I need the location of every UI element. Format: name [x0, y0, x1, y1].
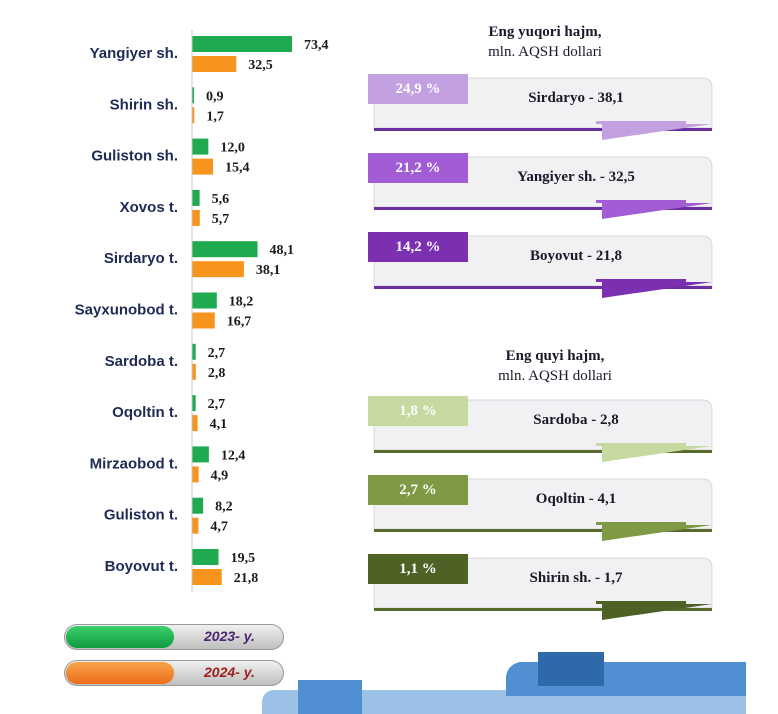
bar-2023 — [192, 241, 258, 258]
data-label: 38,1 — [256, 263, 280, 278]
decor-block-right — [538, 652, 604, 686]
bar-2024 — [192, 312, 215, 329]
bar-2023 — [192, 343, 196, 360]
bottom-panel-heading: Eng quyi hajm, — [505, 348, 605, 364]
bar-2023 — [192, 189, 200, 206]
data-label: 48,1 — [270, 243, 295, 258]
category-label: Shirin sh. — [110, 96, 178, 113]
card-percent: 1,1 % — [399, 560, 437, 577]
bar-2023 — [192, 138, 209, 155]
card-shape — [368, 153, 713, 219]
data-label: 2,8 — [208, 366, 226, 381]
bar-2024 — [192, 209, 200, 226]
card-district-value: Boyovut - 21,8 — [529, 248, 623, 264]
category-label: Sardoba t. — [105, 353, 178, 370]
bar-2023 — [192, 87, 194, 104]
bar-2023 — [192, 292, 217, 309]
data-label: 8,2 — [215, 500, 233, 515]
bar-2024 — [192, 158, 213, 175]
data-label: 0,9 — [206, 89, 224, 104]
bottom-panel-title: Eng quyi hajm, mln. AQSH dollari — [450, 346, 660, 386]
category-label: Xovos t. — [120, 199, 178, 216]
bar-2023 — [192, 446, 209, 463]
category-label: Guliston sh. — [91, 148, 178, 165]
data-label: 21,8 — [234, 571, 258, 586]
ranking-card: 21,2 % Yangiyer sh. - 32,5 — [366, 153, 716, 221]
data-label: 73,4 — [304, 38, 329, 53]
data-label: 5,7 — [212, 212, 230, 227]
bar-2023 — [192, 549, 219, 565]
legend-label-2023: 2023- y. — [204, 628, 255, 644]
card-district-value: Sirdaryo - 38,1 — [528, 90, 624, 106]
data-label: 32,5 — [248, 58, 273, 73]
data-label: 4,1 — [210, 417, 228, 432]
legend-item-2024: 2024- y. — [64, 660, 284, 686]
data-label: 4,7 — [210, 520, 228, 535]
legend-swatch-2023 — [66, 626, 174, 648]
data-label: 12,0 — [220, 141, 245, 156]
bar-2024 — [192, 56, 237, 72]
bar-chart: Yangiyer sh. 73,4 32,5 Shirin sh. 0,9 1,7 Guli… — [75, 30, 329, 592]
data-label: 18,2 — [229, 295, 254, 310]
ranking-card: 1,8 % Sardoba - 2,8 — [366, 396, 716, 464]
bottom-panel-unit: mln. AQSH dollari — [498, 368, 612, 384]
top-panel-heading: Eng yuqori hajm, — [488, 24, 602, 40]
bar-2024 — [192, 107, 195, 124]
card-district-value: Shirin sh. - 1,7 — [529, 570, 623, 586]
data-label: 4,9 — [211, 468, 229, 483]
category-label: Mirzaobod t. — [90, 455, 178, 472]
card-percent: 14,2 % — [395, 238, 441, 255]
card-shape — [368, 232, 713, 298]
card-shape — [368, 554, 713, 620]
card-shape — [368, 475, 713, 541]
bar-2024 — [192, 261, 244, 278]
data-label: 5,6 — [212, 192, 230, 207]
data-label: 15,4 — [225, 161, 250, 176]
data-label: 19,5 — [231, 551, 256, 566]
data-label: 1,7 — [206, 109, 224, 124]
category-label: Sayxunobod t. — [75, 302, 178, 319]
card-percent: 1,8 % — [399, 402, 437, 419]
legend-item-2023: 2023- y. — [64, 624, 284, 650]
bar-2024 — [192, 466, 199, 483]
legend-swatch-2024 — [66, 662, 174, 684]
bar-2023 — [192, 497, 204, 514]
bar-2024 — [192, 569, 222, 585]
card-district-value: Yangiyer sh. - 32,5 — [517, 169, 635, 185]
card-percent: 2,7 % — [399, 481, 437, 498]
card-shape — [368, 396, 713, 462]
top-panel-title: Eng yuqori hajm, mln. AQSH dollari — [440, 22, 650, 62]
category-label: Oqoltin t. — [112, 404, 178, 421]
ranking-card: 1,1 % Shirin sh. - 1,7 — [366, 554, 716, 622]
data-label: 16,7 — [227, 315, 252, 330]
category-label: Sirdaryo t. — [104, 250, 178, 267]
card-district-value: Oqoltin - 4,1 — [535, 491, 617, 507]
bar-2023 — [192, 395, 196, 412]
legend-label-2024: 2024- y. — [204, 664, 255, 680]
card-percent: 21,2 % — [395, 159, 441, 176]
category-label: Yangiyer sh. — [90, 45, 178, 62]
card-percent: 24,9 % — [395, 80, 441, 97]
top-panel-unit: mln. AQSH dollari — [488, 44, 602, 60]
card-shape — [368, 74, 713, 140]
decor-block-left — [298, 680, 362, 714]
ranking-card: 14,2 % Boyovut - 21,8 — [366, 232, 716, 300]
bar-2023 — [192, 36, 292, 52]
category-label: Boyovut t. — [105, 558, 178, 575]
bar-2024 — [192, 363, 196, 380]
bar-2024 — [192, 517, 199, 534]
data-label: 12,4 — [221, 448, 246, 463]
category-label: Guliston t. — [104, 507, 178, 524]
data-label: 2,7 — [208, 346, 226, 361]
ranking-card: 2,7 % Oqoltin - 4,1 — [366, 475, 716, 543]
ranking-card: 24,9 % Sirdaryo - 38,1 — [366, 74, 716, 142]
data-label: 2,7 — [208, 397, 226, 412]
bar-2024 — [192, 415, 198, 432]
card-district-value: Sardoba - 2,8 — [533, 412, 619, 428]
